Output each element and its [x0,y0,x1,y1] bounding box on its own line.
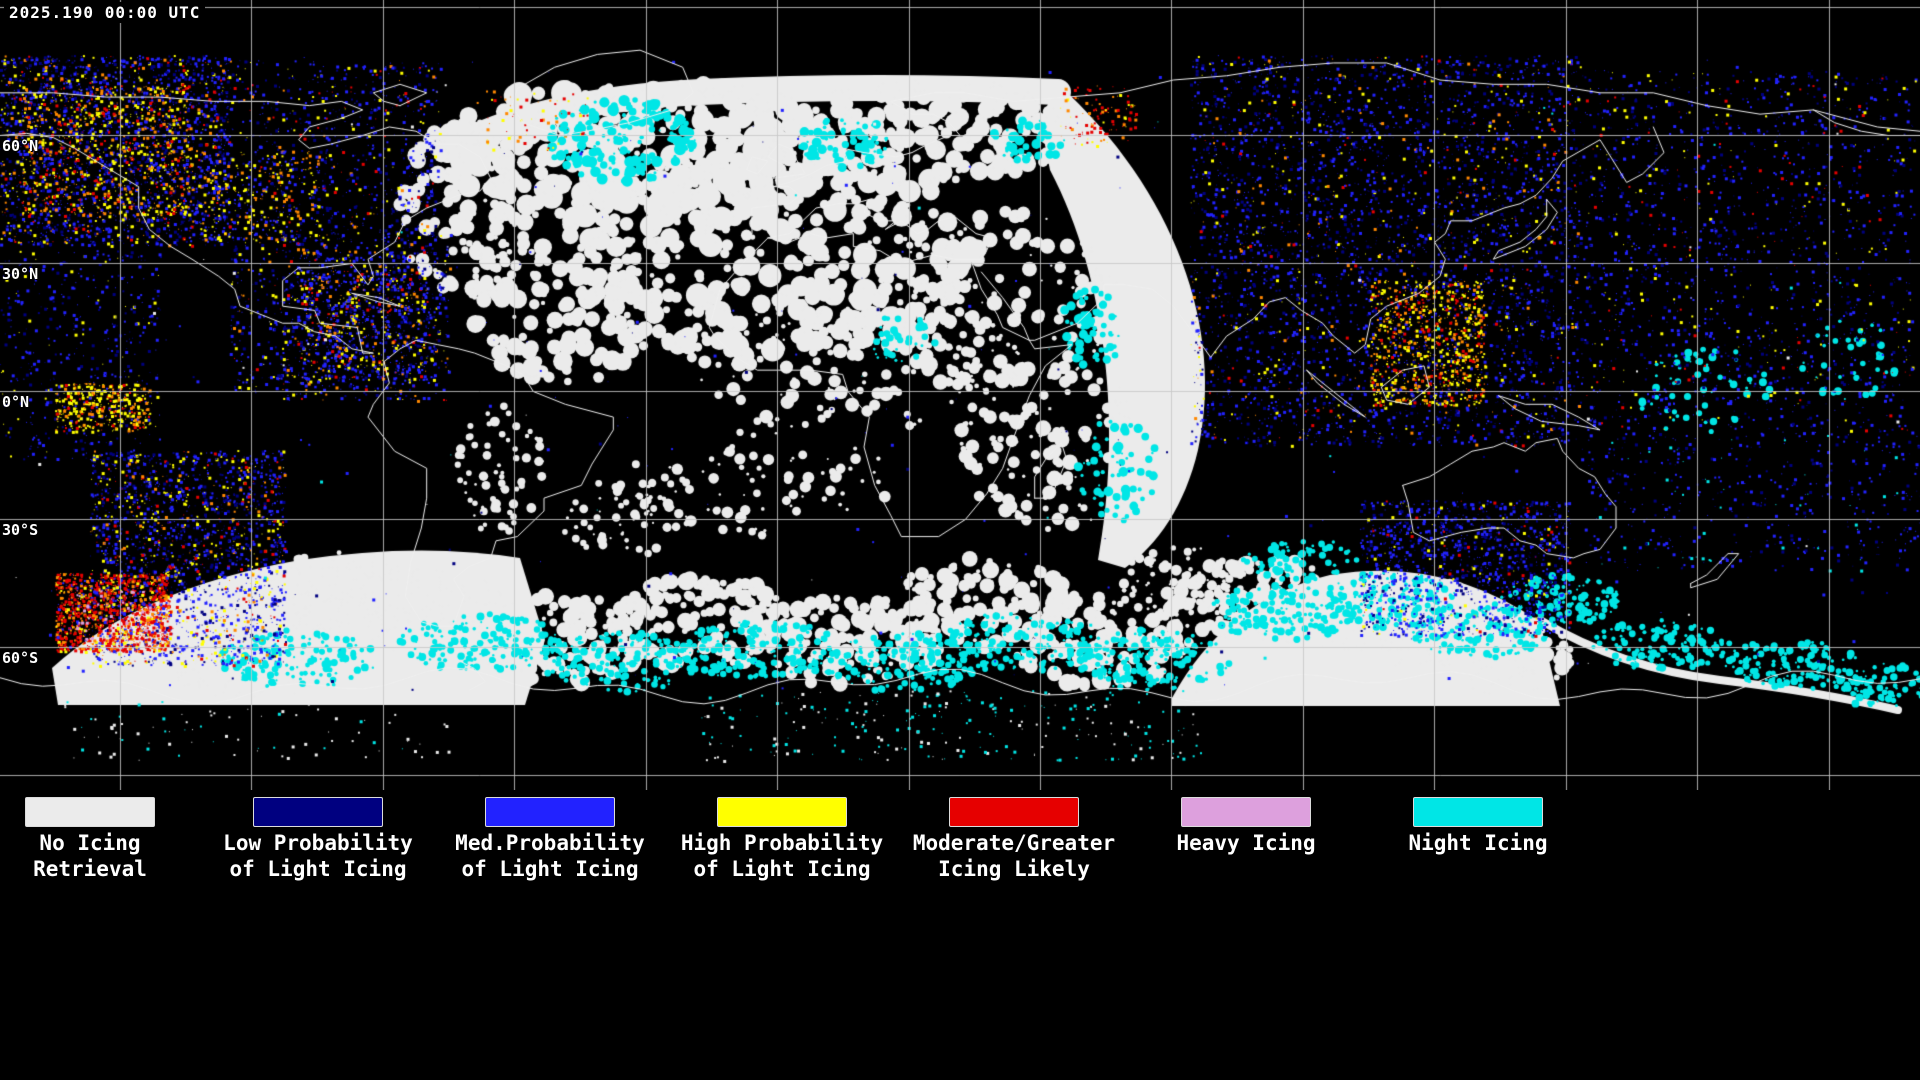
legend-item-low-probability: Low Probability of Light Icing [198,797,438,882]
timestamp-label: 2025.190 00:00 UTC [4,2,206,23]
legend-label: Heavy Icing [1176,831,1316,855]
legend-label: Icing Likely [938,857,1090,881]
legend-swatch-moderate-greater [949,797,1079,827]
legend-label: High Probability [680,831,884,855]
latitude-label-60n: 60°N [2,137,39,155]
legend-item-night-icing: Night Icing [1358,797,1598,856]
legend-swatch-low-probability [253,797,383,827]
latitude-label-0n: 0°N [2,393,30,411]
legend-item-high-probability: High Probability of Light Icing [662,797,902,882]
legend-item-no-icing: No Icing Retrieval [0,797,210,882]
latitude-label-30n: 30°N [2,265,39,283]
legend-label: No Icing [39,831,141,855]
legend-label: of Light Icing [693,857,871,881]
legend-label: of Light Icing [229,857,407,881]
legend-item-moderate-greater: Moderate/Greater Icing Likely [894,797,1134,882]
legend: No Icing Retrieval Low Probability of Li… [0,790,1920,1080]
legend-label: Med.Probability [455,831,645,855]
legend-item-heavy-icing: Heavy Icing [1126,797,1366,856]
latitude-label-30s: 30°S [2,521,39,539]
legend-swatch-med-probability [485,797,615,827]
legend-label: Low Probability [223,831,413,855]
latitude-label-60s: 60°S [2,649,39,667]
legend-item-med-probability: Med.Probability of Light Icing [430,797,670,882]
legend-swatch-high-probability [717,797,847,827]
legend-label: Moderate/Greater [912,831,1116,855]
legend-swatch-no-icing [25,797,155,827]
legend-label: Retrieval [33,857,147,881]
legend-label: Night Icing [1408,831,1548,855]
world-map-canvas [0,0,1920,790]
legend-swatch-night-icing [1413,797,1543,827]
legend-swatch-heavy-icing [1181,797,1311,827]
legend-label: of Light Icing [461,857,639,881]
